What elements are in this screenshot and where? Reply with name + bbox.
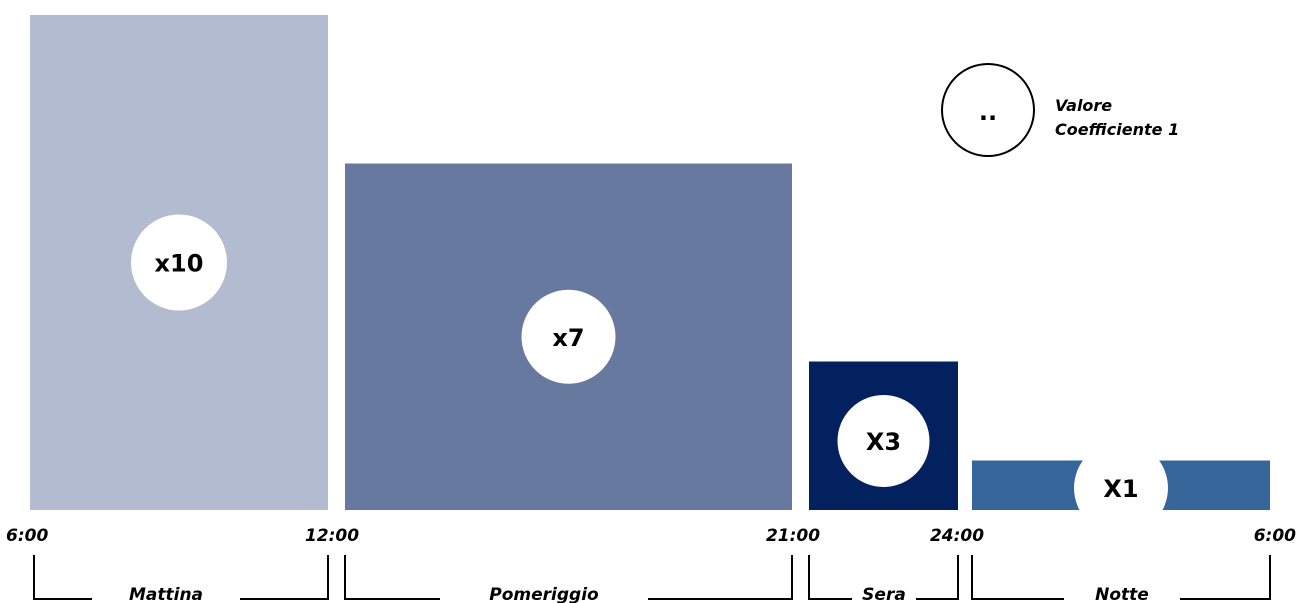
- legend: .. Valore Coefficiente 1: [941, 63, 1179, 157]
- brackets-layer: Mattina Pomeriggio Sera Notte: [33, 555, 1271, 603]
- legend-symbol: ..: [979, 98, 997, 126]
- period-bracket: [344, 555, 793, 600]
- period-bracket: [808, 555, 959, 600]
- badge-circle-x10: [131, 214, 227, 311]
- legend-line-2: Coefficiente 1: [1055, 120, 1179, 139]
- ticks-layer: 6:00 12:00 21:00 24:00 6:00: [6, 526, 1296, 546]
- tick-label: 24:00: [930, 526, 984, 546]
- tick-label: 21:00: [766, 526, 820, 546]
- tick-label: 6:00: [6, 526, 48, 546]
- tick-label: 6:00: [1254, 526, 1296, 546]
- badge-circle-x3: [837, 395, 930, 487]
- badge-label-x1: X1: [1103, 475, 1138, 503]
- period-label-notte: Notte: [1095, 585, 1149, 603]
- badge-label-x7: x7: [552, 324, 584, 352]
- legend-circle-icon: [941, 63, 1035, 157]
- badge-circle-x7: [521, 289, 616, 384]
- tick-label: 12:00: [305, 526, 359, 546]
- period-bracket: [971, 555, 1271, 600]
- period-label-mattina: Mattina: [129, 585, 203, 603]
- period-bracket: [33, 555, 329, 600]
- legend-line-1: Valore: [1055, 96, 1112, 115]
- period-label-sera: Sera: [862, 585, 906, 603]
- period-label-pomeriggio: Pomeriggio: [489, 585, 599, 603]
- badge-label-x10: x10: [155, 250, 204, 278]
- badges-layer: x10 x7 X3 X1: [131, 214, 1168, 535]
- badge-label-x3: X3: [866, 428, 901, 456]
- badge-circle-x1: [1074, 441, 1168, 535]
